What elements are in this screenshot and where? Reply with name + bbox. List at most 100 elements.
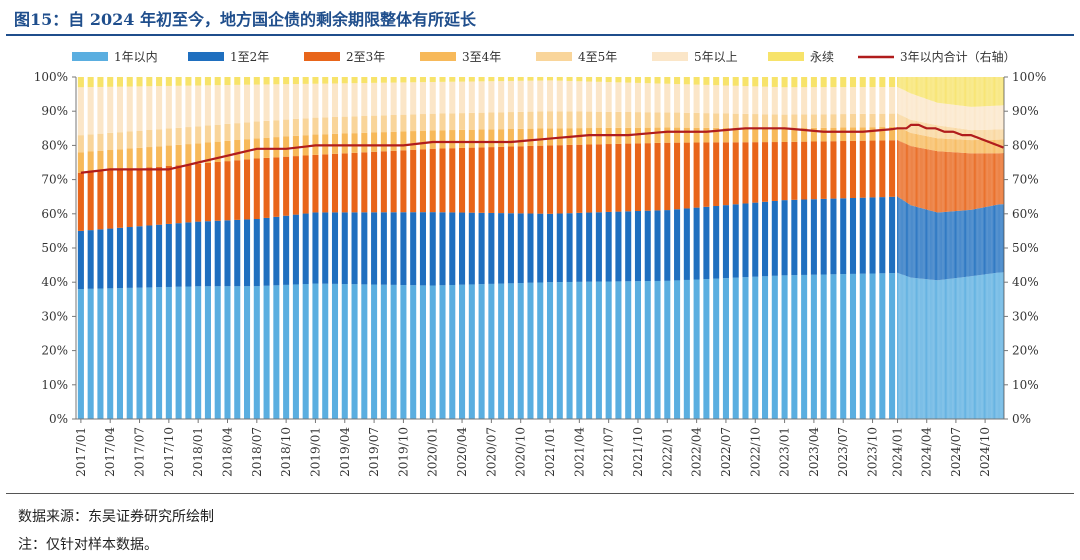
bar-segment	[87, 134, 94, 152]
bar-segment	[732, 113, 739, 128]
bar-segment	[791, 87, 798, 115]
bar-segment	[595, 81, 602, 112]
bar-segment	[911, 277, 913, 419]
bar-segment	[923, 148, 925, 209]
bar-segment	[910, 146, 912, 206]
bar-segment	[762, 276, 769, 419]
bar-segment	[966, 210, 968, 277]
bar-segment	[982, 139, 984, 154]
bar-segment	[990, 77, 992, 106]
bar-segment	[900, 141, 902, 199]
bar-segment	[998, 204, 1000, 273]
bar-segment	[910, 93, 912, 120]
bar-segment	[947, 279, 949, 419]
bar-segment	[683, 77, 690, 85]
bar-segment	[312, 77, 319, 84]
bar-segment	[830, 198, 837, 275]
bar-segment	[400, 285, 407, 419]
bar-segment	[956, 211, 958, 278]
bar-segment	[537, 145, 544, 214]
bar-segment	[960, 152, 962, 211]
bar-segment	[908, 203, 910, 277]
bar-segment	[683, 84, 690, 113]
bar-segment	[654, 83, 661, 113]
bar-segment	[879, 127, 886, 141]
bar-segment	[914, 120, 916, 134]
bar-segment	[224, 161, 231, 221]
bar-segment	[921, 135, 923, 149]
y-right-tick-label: 50%	[1012, 241, 1039, 255]
bar-segment	[902, 142, 904, 201]
bar-segment	[970, 153, 972, 210]
bar-segment	[956, 139, 958, 153]
bar-segment	[904, 201, 906, 276]
bar-segment	[911, 119, 913, 134]
bar-segment	[946, 77, 948, 104]
bar-segment	[195, 221, 202, 287]
bar-segment	[77, 152, 84, 173]
bar-segment	[322, 154, 329, 213]
bar-segment	[185, 222, 192, 287]
bar-segment	[107, 288, 114, 419]
bar-segment	[331, 83, 339, 117]
bar-segment	[156, 224, 163, 288]
bar-segment	[204, 286, 211, 419]
bar-segment	[537, 128, 544, 146]
bar-segment	[911, 93, 913, 120]
bar-segment	[175, 144, 182, 166]
bar-segment	[907, 77, 909, 92]
bar-segment	[958, 77, 960, 106]
bar-segment	[988, 273, 990, 419]
bar-segment	[972, 140, 974, 154]
bar-segment	[978, 77, 980, 107]
bar-segment	[969, 77, 971, 107]
bar-segment	[900, 77, 902, 89]
bar-segment	[950, 278, 952, 419]
bar-segment	[950, 139, 952, 153]
bar-segment	[283, 156, 290, 216]
bar-segment	[605, 82, 612, 112]
bar-segment	[956, 77, 958, 106]
bar-segment	[478, 212, 485, 285]
bar-segment	[810, 114, 817, 128]
line-3yr-total	[80, 123, 1004, 174]
bar-segment	[126, 131, 133, 149]
bar-segment	[977, 208, 979, 276]
bar-segment	[996, 129, 998, 140]
bar-segment	[292, 156, 299, 215]
bar-segment	[961, 77, 963, 106]
bar-segment	[923, 98, 925, 123]
bar-segment	[984, 106, 985, 130]
bar-segment	[972, 77, 974, 107]
bar-segment	[703, 84, 710, 114]
bar-segment	[950, 104, 952, 128]
bar-segment	[341, 212, 348, 285]
bar-segment	[546, 213, 554, 283]
bar-segment	[156, 77, 163, 87]
bar-segment	[914, 146, 916, 207]
bar-segment	[984, 153, 985, 208]
bar-segment	[459, 129, 466, 148]
bar-segment	[931, 77, 933, 101]
bar-segment	[1000, 129, 1002, 140]
bar-segment	[961, 105, 963, 129]
bar-segment	[517, 146, 524, 214]
bar-segment	[156, 86, 163, 130]
bar-segment	[664, 280, 671, 419]
bar-segment	[948, 278, 950, 419]
bar-segment	[429, 77, 436, 82]
bar-segment	[994, 205, 995, 274]
bar-segment	[722, 113, 729, 128]
bar-segment	[939, 125, 941, 139]
line-layer	[80, 123, 1004, 174]
bar-segment	[576, 111, 583, 129]
bar-segment	[958, 277, 960, 419]
bar-segment	[351, 83, 358, 117]
bar-segment	[898, 140, 900, 198]
bar-segment	[889, 140, 896, 197]
bar-segment	[909, 132, 911, 146]
bar-segment	[507, 112, 514, 130]
bar-segment	[903, 90, 905, 117]
bar-segment	[937, 212, 939, 281]
bar-segment	[87, 172, 94, 231]
